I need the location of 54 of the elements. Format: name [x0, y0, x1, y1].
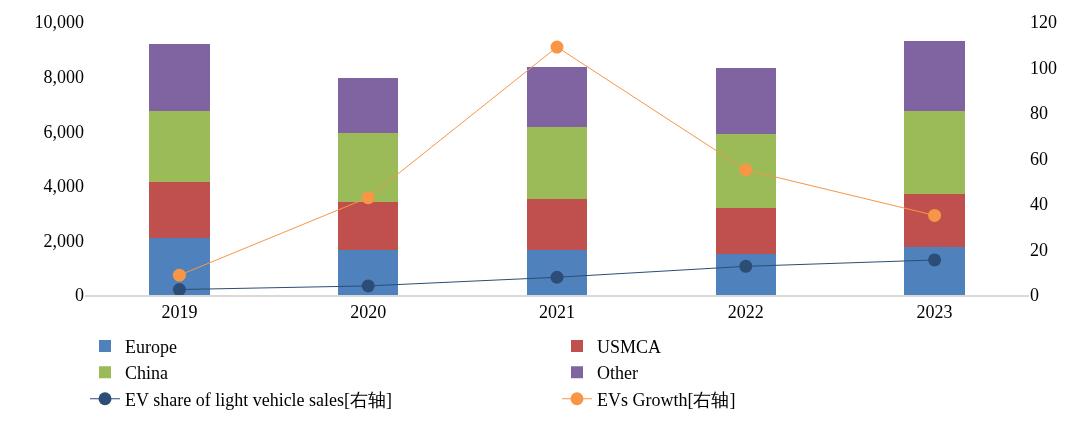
point — [550, 40, 564, 54]
point — [739, 259, 753, 273]
y-tick-label: 2,000 — [43, 230, 84, 251]
x-tick-label: 2022 — [727, 302, 764, 323]
bar — [337, 249, 399, 295]
bar — [337, 202, 399, 250]
x-tick-label: 2020 — [350, 302, 387, 323]
bar — [715, 68, 777, 134]
y2-tick-label: 80 — [1030, 103, 1048, 124]
point — [361, 191, 375, 205]
x-tick-label: 2019 — [161, 302, 198, 323]
y2-tick-label: 40 — [1030, 194, 1048, 215]
bar — [526, 127, 588, 200]
bar — [149, 110, 210, 182]
point — [739, 163, 753, 177]
bar — [904, 247, 965, 295]
y-tick-label: 10,000 — [34, 12, 84, 33]
y-tick-label: 8,000 — [43, 66, 84, 87]
bar — [337, 132, 399, 203]
bar — [526, 67, 588, 128]
bar — [149, 181, 210, 238]
point — [928, 208, 942, 222]
y-tick-label: 6,000 — [43, 121, 84, 142]
y2-tick-label: 100 — [1030, 57, 1057, 78]
legend-label: Other — [597, 363, 638, 384]
y-tick-label: 0 — [75, 285, 84, 306]
bar — [715, 133, 777, 208]
bar — [904, 110, 965, 194]
point — [172, 283, 186, 295]
y2-tick-label: 60 — [1030, 148, 1048, 169]
point — [172, 268, 186, 282]
bar — [904, 193, 965, 248]
point — [361, 279, 375, 293]
bar — [904, 41, 965, 111]
x-tick-label: 2021 — [539, 302, 575, 323]
legend-label: EVs Growth[右轴] — [597, 389, 736, 410]
bar — [526, 199, 588, 250]
bar — [715, 207, 777, 255]
y2-tick-label: 20 — [1030, 239, 1048, 260]
bar — [337, 77, 399, 133]
bar — [149, 43, 210, 111]
legend-label: China — [125, 363, 169, 384]
legend-label: EV share of light vehicle sales[右轴] — [125, 389, 393, 410]
y-tick-label: 4,000 — [43, 176, 84, 197]
legend-label: Europe — [125, 336, 177, 357]
bar — [715, 254, 777, 295]
y2-tick-label: 0 — [1030, 285, 1039, 306]
point — [928, 253, 942, 267]
point — [550, 270, 564, 284]
y2-tick-label: 120 — [1030, 12, 1057, 33]
bar — [526, 249, 588, 295]
x-tick-label: 2023 — [916, 302, 953, 323]
legend-label: USMCA — [597, 336, 662, 357]
bar — [149, 237, 210, 295]
